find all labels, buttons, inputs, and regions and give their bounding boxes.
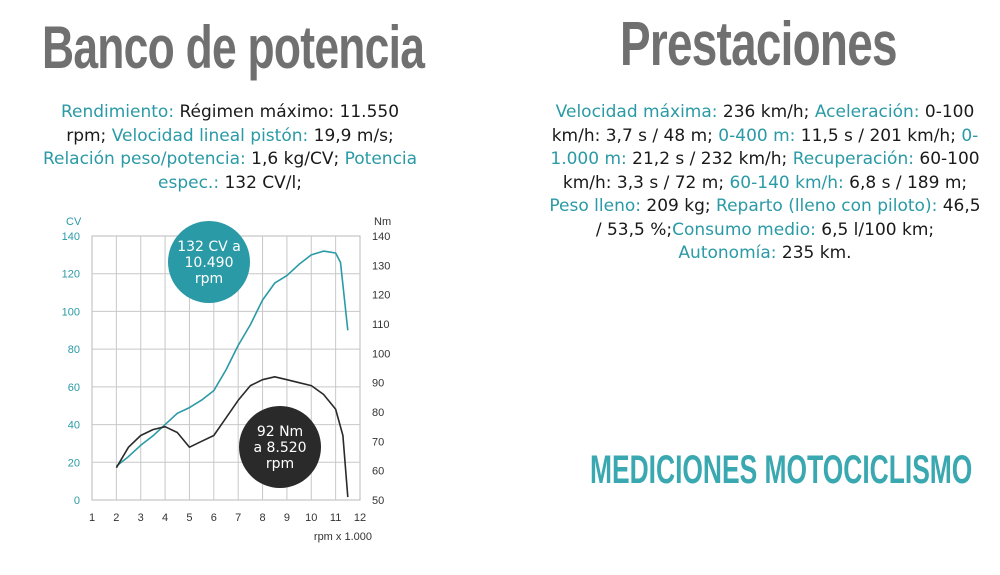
x-tick-label: 8 [259,512,265,524]
spec-label: 0-1.000 m: [550,125,979,170]
max-torque-callout-text: 92 Nm [257,424,303,440]
y-left-label: CV [66,216,82,228]
y-left-tick-label: 40 [68,420,80,432]
spec-value: 235 km. [776,243,852,263]
x-tick-label: 2 [113,512,119,524]
max-torque-callout-text: a 8.520 [253,440,306,456]
spec-value: 6,5 l/100 km; [815,219,935,240]
y-left-tick-label: 20 [68,457,80,469]
spec-value: 21,2 s / 232 km/h; [626,149,793,169]
x-tick-label: 10 [305,512,317,524]
max-torque-callout-text: rpm [266,456,294,472]
spec-value: 6,8 s / 189 m; [843,172,968,193]
performance-specs: Velocidad máxima: 236 km/h; Aceleración:… [545,101,985,266]
x-tick-label: 3 [138,512,144,524]
y-right-tick-label: 130 [372,260,390,272]
spec-value: 19,9 m/s; [308,125,394,146]
max-power-callout-text: rpm [195,271,223,287]
y-right-tick-label: 100 [372,348,390,360]
spec-label: Reparto (lleno con piloto): [716,196,938,216]
x-tick-label: 6 [211,512,217,524]
x-axis-label: rpm x 1.000 [314,531,372,543]
spec-value: 0-100 km/h: 3,7 s / 48 m; [551,102,975,146]
spec-value: 1,6 kg/CV; [245,149,345,169]
spec-value: 60-100 km/h: 3,3 s / 72 m; [562,149,980,193]
title-prestaciones: Prestaciones [620,10,898,79]
series-lines [115,250,349,498]
spec-label: Aceleración: [814,102,920,122]
spec-value: 46,5 / 53,5 %; [595,196,981,240]
spec-label: Peso lleno: [549,196,641,216]
spec-label: 60-140 km/h: [729,172,844,193]
max-power-callout-text: 10.490 [185,255,234,271]
tick-labels: 1 2 3 4 5 6 7 8 9 10 11 120204060801001201405060708… [62,231,391,524]
spec-value: 132 CV/l; [219,172,302,193]
dyno-chart: 1 2 3 4 5 6 7 8 9 10 11 120204060801001201405060708… [62,216,391,543]
power-curve [115,250,349,467]
dyno-specs: Rendimiento: Régimen máximo: 11.550 rpm;… [40,101,420,195]
spec-label: 0-400 m: [718,125,796,146]
y-right-tick-label: 50 [372,495,384,507]
x-tick-label: 9 [284,512,290,524]
y-left-tick-label: 100 [62,306,80,318]
x-tick-label: 7 [235,512,241,524]
spec-label: Velocidad máxima: [555,102,718,122]
y-left-tick-label: 140 [62,231,80,243]
x-tick-label: 1 [89,512,95,524]
y-left-tick-label: 0 [74,495,80,507]
x-tick-label: 4 [162,512,168,524]
spec-label: Autonomía: [678,243,777,263]
y-right-tick-label: 90 [372,378,384,390]
x-tick-label: 11 [330,512,341,524]
spec-value: 11,5 s / 201 km/h; [795,125,962,146]
spec-label: Rendimiento: [60,102,175,122]
y-left-tick-label: 60 [68,382,80,394]
max-torque-callout-circle [239,406,321,488]
title-banco-de-potencia: Banco de potencia [42,14,425,81]
max-power-callout-circle [168,221,250,303]
y-right-tick-label: 60 [372,466,384,478]
spec-label: Consumo medio: [672,219,816,240]
y-left-tick-label: 120 [62,269,80,281]
spec-label: Recuperación: [792,149,914,169]
spec-label: Potencia espec.: [158,149,418,193]
x-tick-label: 12 [354,512,366,524]
spec-value: 209 kg; [640,196,717,216]
spec-value: 236 km/h; [717,102,815,122]
y-right-tick-label: 70 [372,436,384,448]
y-left-tick-label: 80 [68,344,80,356]
y-right-tick-label: 120 [372,290,390,302]
spec-label: Relación peso/potencia: [42,149,246,169]
spec-label: Velocidad lineal pistón: [111,125,309,146]
spec-value: Régimen máximo: 11.550 rpm; [66,102,400,146]
torque-curve [115,376,349,498]
x-tick-label: 5 [186,512,192,524]
brand-mediciones-motociclismo: MEDICIONES MOTOCICLISMO [590,448,973,492]
y-right-tick-label: 110 [372,319,390,331]
y-right-label: Nm [374,216,391,228]
y-right-tick-label: 140 [372,231,390,243]
max-power-callout-text: 132 CV a [177,239,241,255]
y-right-tick-label: 80 [372,407,384,419]
